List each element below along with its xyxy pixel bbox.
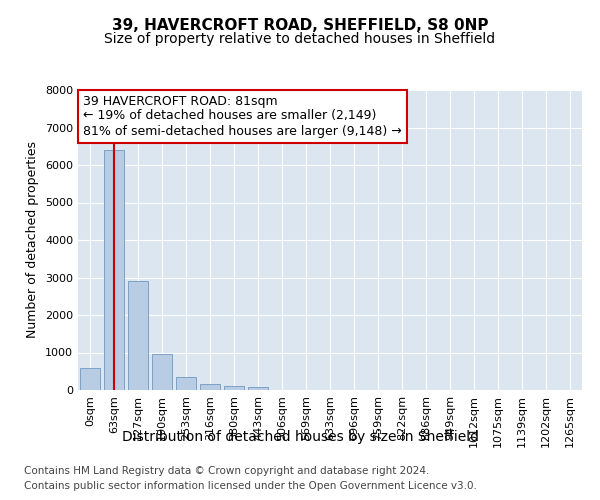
- Text: 39 HAVERCROFT ROAD: 81sqm
← 19% of detached houses are smaller (2,149)
81% of se: 39 HAVERCROFT ROAD: 81sqm ← 19% of detac…: [83, 94, 402, 138]
- Bar: [80, 368, 100, 390]
- Bar: [104, 150, 124, 390]
- Text: Contains public sector information licensed under the Open Government Licence v3: Contains public sector information licen…: [24, 481, 477, 491]
- Bar: [248, 388, 268, 390]
- Bar: [152, 354, 172, 390]
- Bar: [128, 280, 148, 390]
- Text: Distribution of detached houses by size in Sheffield: Distribution of detached houses by size …: [121, 430, 479, 444]
- Bar: [224, 386, 244, 390]
- Bar: [176, 376, 196, 390]
- Text: Contains HM Land Registry data © Crown copyright and database right 2024.: Contains HM Land Registry data © Crown c…: [24, 466, 430, 476]
- Y-axis label: Number of detached properties: Number of detached properties: [26, 142, 40, 338]
- Bar: [200, 384, 220, 390]
- Text: 39, HAVERCROFT ROAD, SHEFFIELD, S8 0NP: 39, HAVERCROFT ROAD, SHEFFIELD, S8 0NP: [112, 18, 488, 32]
- Text: Size of property relative to detached houses in Sheffield: Size of property relative to detached ho…: [104, 32, 496, 46]
